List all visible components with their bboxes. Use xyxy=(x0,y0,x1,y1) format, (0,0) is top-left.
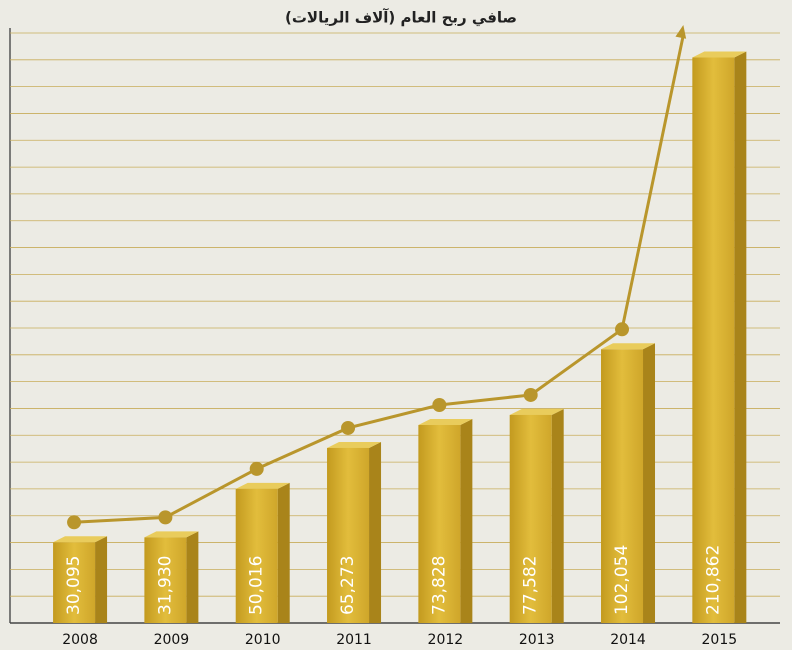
value-label: 31,930 xyxy=(155,556,175,615)
bar-top xyxy=(692,51,747,58)
bar xyxy=(418,425,461,623)
bar-top xyxy=(509,408,564,415)
bar-side xyxy=(551,408,564,623)
value-label: 30,095 xyxy=(64,556,84,615)
bar-top xyxy=(418,419,473,426)
bar-side xyxy=(95,536,108,623)
bar xyxy=(601,349,644,623)
bar xyxy=(692,57,735,623)
bar-top xyxy=(53,536,108,543)
bar xyxy=(327,447,370,623)
bar-side xyxy=(460,419,473,623)
trend-point xyxy=(432,398,447,413)
value-label: 65,273 xyxy=(338,556,358,615)
bar-side xyxy=(643,343,656,623)
bar xyxy=(144,537,187,623)
trend-point xyxy=(341,420,356,435)
trend-point xyxy=(249,461,264,476)
trend-point xyxy=(67,515,82,530)
x-tick-label: 2014 xyxy=(610,632,646,648)
trend-point xyxy=(615,322,630,337)
bar-side xyxy=(734,51,747,623)
x-tick-label: 2012 xyxy=(428,632,464,648)
bar-side xyxy=(277,482,290,623)
trend-point xyxy=(158,510,173,525)
bar-side xyxy=(369,441,382,623)
bar-side xyxy=(186,531,199,623)
x-tick-label: 2009 xyxy=(154,632,190,648)
x-tick-label: 2008 xyxy=(62,632,98,648)
trend-point xyxy=(523,387,538,402)
x-tick-label: 2011 xyxy=(336,632,372,648)
bar-top xyxy=(235,482,290,489)
bar xyxy=(53,542,96,623)
trend-arrow-head xyxy=(675,25,687,39)
bar-top xyxy=(601,343,656,350)
bar xyxy=(509,414,552,623)
x-tick-label: 2010 xyxy=(245,632,281,648)
chart-title: صافي ربح العام (آلاف الريالات) xyxy=(285,9,517,27)
bar-top xyxy=(144,531,199,538)
value-label: 102,054 xyxy=(612,545,632,615)
x-tick-label: 2013 xyxy=(519,632,555,648)
x-tick-label: 2015 xyxy=(702,632,738,648)
trend-arrow-shaft xyxy=(620,34,685,330)
bar-top xyxy=(327,441,382,448)
value-label: 50,016 xyxy=(247,556,267,615)
bar xyxy=(235,488,278,623)
value-label: 77,582 xyxy=(521,556,541,615)
value-label: 73,828 xyxy=(429,556,449,615)
value-label: 210,862 xyxy=(703,545,723,615)
